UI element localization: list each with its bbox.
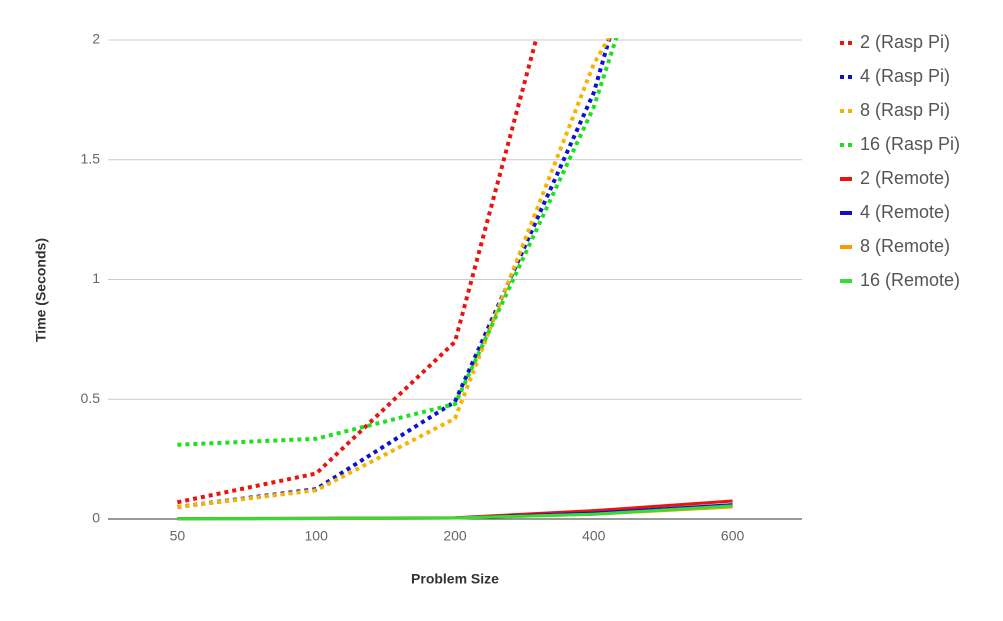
series-line	[177, 38, 612, 510]
x-tick-label: 400	[582, 528, 606, 544]
legend: 2 (Rasp Pi) 4 (Rasp Pi) 8 (Rasp Pi) 16 (Ras…	[840, 32, 960, 290]
y-tick-label: 2	[92, 31, 100, 47]
legend-label: 16 (Rasp Pi)	[860, 134, 960, 154]
plot-area	[176, 38, 733, 521]
series-line	[177, 38, 612, 510]
grid: 0 0.5 1 1.5 2 50 100 200 400 600	[81, 31, 802, 544]
legend-label: 2 (Remote)	[860, 168, 950, 188]
series-line	[176, 38, 539, 505]
legend-label: 16 (Remote)	[860, 270, 960, 290]
legend-label: 4 (Remote)	[860, 202, 950, 222]
legend-label: 8 (Rasp Pi)	[860, 100, 950, 120]
x-axis-title: Problem Size	[411, 571, 499, 587]
y-tick-label: 1	[92, 270, 100, 286]
y-tick-label: 0.5	[81, 390, 101, 406]
x-tick-label: 50	[170, 528, 186, 544]
legend-label: 8 (Remote)	[860, 236, 950, 256]
series-line	[177, 38, 619, 447]
x-tick-label: 600	[721, 528, 745, 544]
y-axis-title: Time (Seconds)	[33, 238, 49, 342]
series-line	[177, 504, 733, 521]
legend-label: 4 (Rasp Pi)	[860, 66, 950, 86]
legend-label: 2 (Rasp Pi)	[860, 32, 950, 52]
y-tick-label: 1.5	[81, 150, 101, 166]
x-tick-label: 100	[305, 528, 329, 544]
y-tick-label: 0	[92, 510, 100, 526]
x-tick-label: 200	[443, 528, 467, 544]
